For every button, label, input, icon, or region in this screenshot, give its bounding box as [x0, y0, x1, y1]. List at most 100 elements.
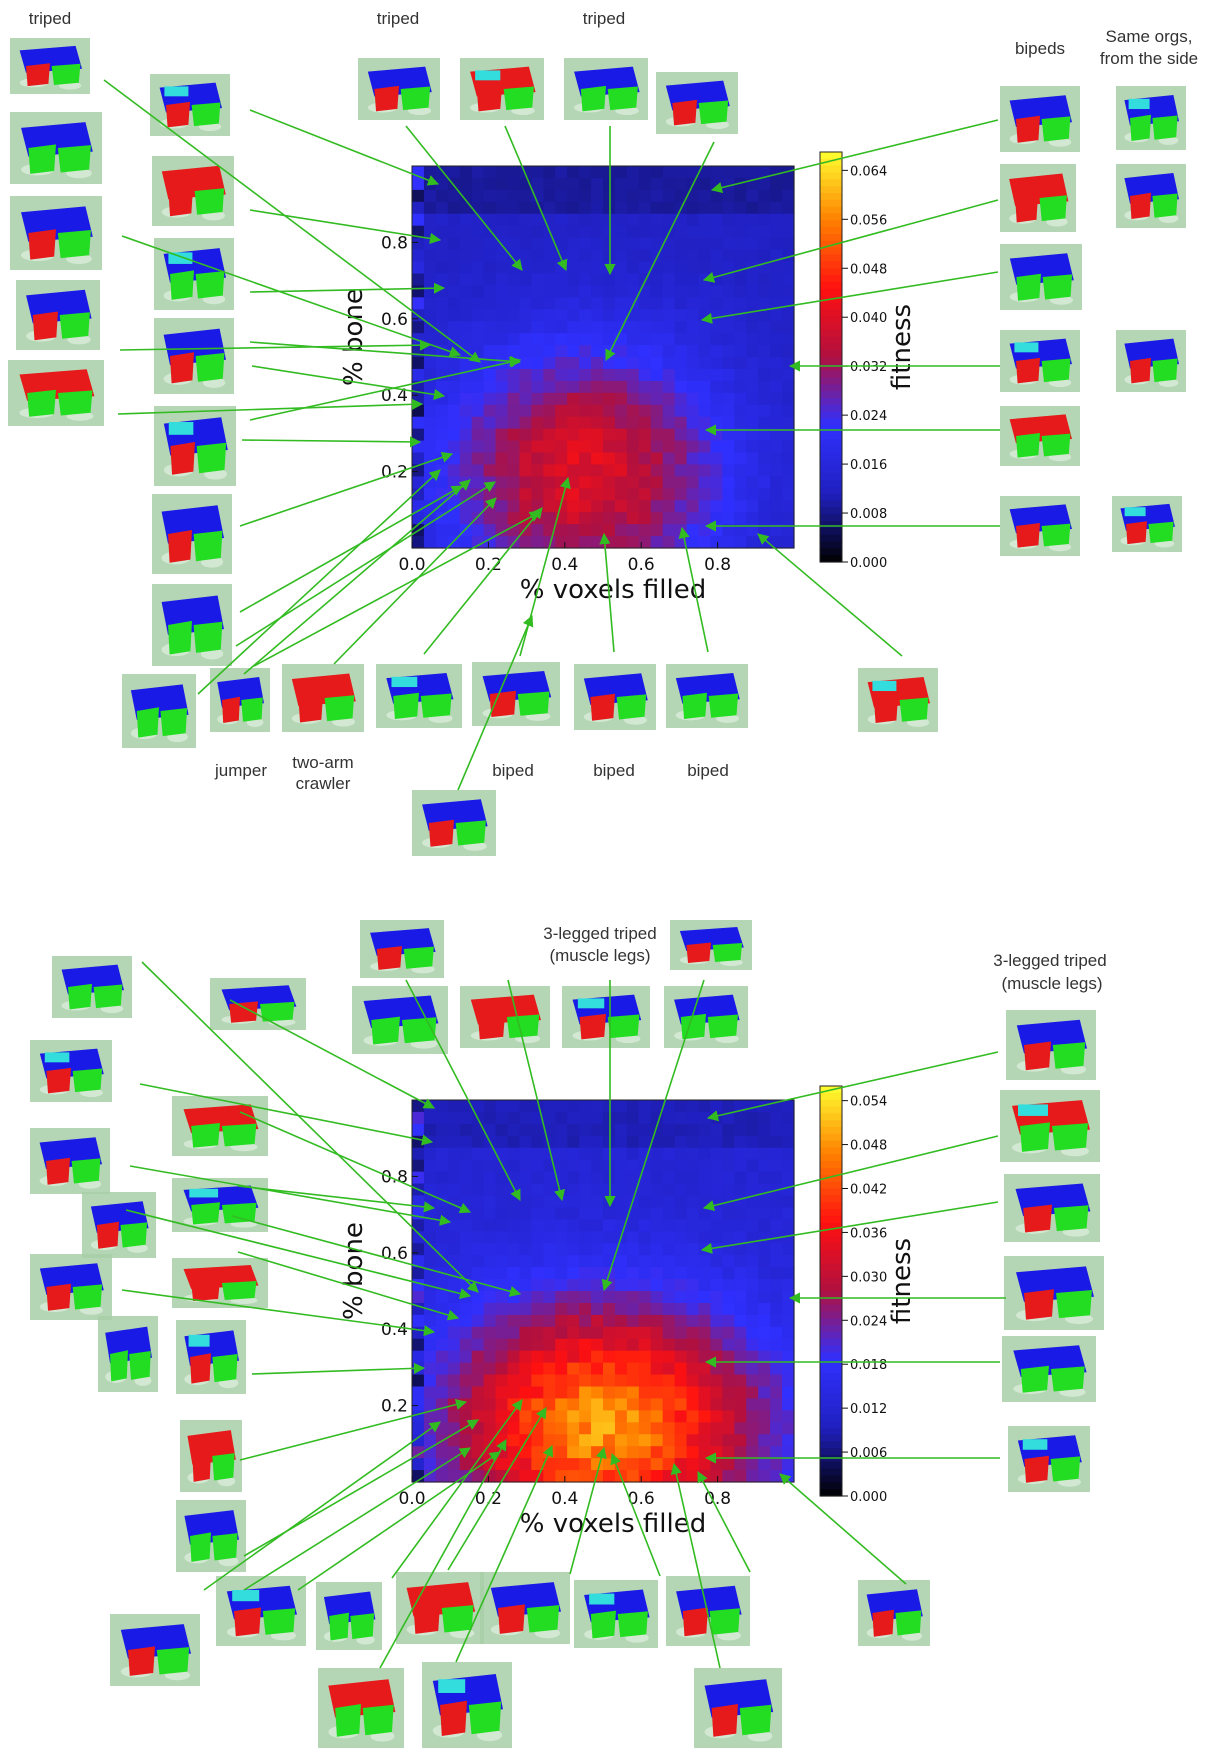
heatmap-cell [614, 1135, 628, 1149]
heatmap-cell [447, 1195, 461, 1209]
heatmap-cell [662, 1183, 676, 1197]
heatmap-cell [591, 321, 604, 334]
heatmap-cell [579, 1410, 592, 1423]
heatmap-cell [555, 201, 568, 215]
x-tick-label: 0.8 [704, 555, 731, 575]
heatmap-cell [734, 177, 747, 191]
heatmap-cell [531, 464, 544, 477]
heatmap-cell [674, 1231, 688, 1244]
heatmap-cell [662, 524, 676, 537]
heatmap-cell [471, 1314, 485, 1328]
heatmap-cell [435, 1362, 449, 1376]
heatmap-cell [746, 1171, 759, 1185]
heatmap-cell [412, 1207, 425, 1220]
heatmap-cell [483, 297, 497, 310]
heatmap-cell [591, 201, 604, 215]
heatmap-cell [710, 225, 723, 239]
organism-thumbnail [1000, 1090, 1100, 1162]
heatmap-cell [555, 285, 568, 298]
heatmap-cell [686, 500, 700, 513]
heatmap-cell [543, 500, 556, 513]
heatmap-cell [423, 1219, 437, 1232]
heatmap-cell [435, 1374, 449, 1388]
heatmap-cell [758, 321, 771, 334]
heatmap-cell [495, 345, 509, 358]
heatmap-cell [698, 1326, 712, 1340]
heatmap-cell [543, 1183, 556, 1197]
pointer-arrow [237, 1185, 436, 1213]
heatmap-cell [459, 404, 473, 418]
heatmap-cell [591, 273, 604, 286]
heatmap-cell [686, 1434, 700, 1447]
heatmap-cell [662, 1100, 676, 1113]
heatmap-cell [495, 1458, 509, 1471]
heatmap-cell [591, 1458, 604, 1471]
heatmap-cell [638, 237, 652, 251]
heatmap-cell [531, 1458, 544, 1471]
heatmap-cell [746, 428, 759, 442]
heatmap-cell [471, 1302, 485, 1316]
heatmap-cell [662, 1338, 676, 1352]
heatmap-cell [650, 464, 664, 477]
heatmap-cell [483, 201, 497, 215]
colorbar-segment [820, 1448, 842, 1456]
organism-thumbnail [1116, 164, 1186, 228]
heatmap-cell [447, 1291, 461, 1304]
organism-thumbnail [666, 1576, 750, 1646]
heatmap-cell [495, 1374, 509, 1388]
heatmap-cell [698, 1219, 712, 1232]
heatmap-cell [614, 213, 628, 227]
heatmap-cell [710, 1314, 723, 1328]
heatmap-cell [543, 1279, 556, 1292]
heatmap-cell [746, 404, 759, 418]
heatmap-cell [423, 1255, 437, 1268]
heatmap-cell [626, 416, 640, 430]
heatmap-cell [483, 309, 497, 322]
colorbar-tick-label: 0.040 [850, 311, 887, 326]
heatmap-cell [412, 1111, 425, 1125]
organism-thumbnail [480, 1572, 570, 1644]
heatmap-cell [519, 1279, 532, 1292]
heatmap-cell [662, 1111, 676, 1125]
heatmap-cell [722, 1279, 735, 1292]
heatmap-cell [626, 1100, 640, 1113]
heatmap-cell [555, 1410, 568, 1423]
heatmap-cell [555, 1111, 568, 1125]
heatmap-cell [722, 1219, 735, 1232]
heatmap-cell [555, 1243, 568, 1256]
heatmap-cell [638, 225, 652, 239]
heatmap-cell [412, 1314, 425, 1328]
heatmap-cell [591, 345, 604, 358]
colorbar-frame [819, 151, 843, 563]
heatmap-cell [567, 309, 580, 322]
heatmap-cell [782, 476, 795, 489]
heatmap-cell [483, 285, 497, 298]
colorbar-tick-label: 0.006 [850, 1446, 887, 1461]
heatmap-cell [722, 488, 735, 501]
heatmap-cell [471, 1422, 485, 1435]
heatmap-cell [579, 1374, 592, 1388]
heatmap-cell [674, 1255, 688, 1268]
colorbar-segment [820, 316, 842, 324]
heatmap-cell [650, 1362, 664, 1376]
pointer-arrow [103, 79, 481, 363]
heatmap-cell [543, 1231, 556, 1244]
heatmap-cell [579, 1219, 592, 1232]
heatmap-cell [495, 1255, 509, 1268]
colorbar-segment [820, 206, 842, 215]
heatmap-cell [674, 285, 688, 298]
heatmap-cell [650, 261, 664, 275]
heatmap-cell [459, 488, 473, 501]
heatmap-cell [579, 1434, 592, 1447]
heatmap-cell [567, 249, 580, 263]
heatmap-cell [435, 1314, 449, 1328]
heatmap-cell [698, 1398, 712, 1411]
heatmap-cell [603, 488, 616, 501]
heatmap-cell [412, 1458, 425, 1471]
heatmap-cell [638, 1279, 652, 1292]
heatmap-cell [770, 357, 783, 370]
heatmap-cell [531, 500, 544, 513]
heatmap-cell [638, 500, 652, 513]
heatmap-cell [567, 225, 580, 239]
heatmap-cell [758, 1231, 771, 1244]
